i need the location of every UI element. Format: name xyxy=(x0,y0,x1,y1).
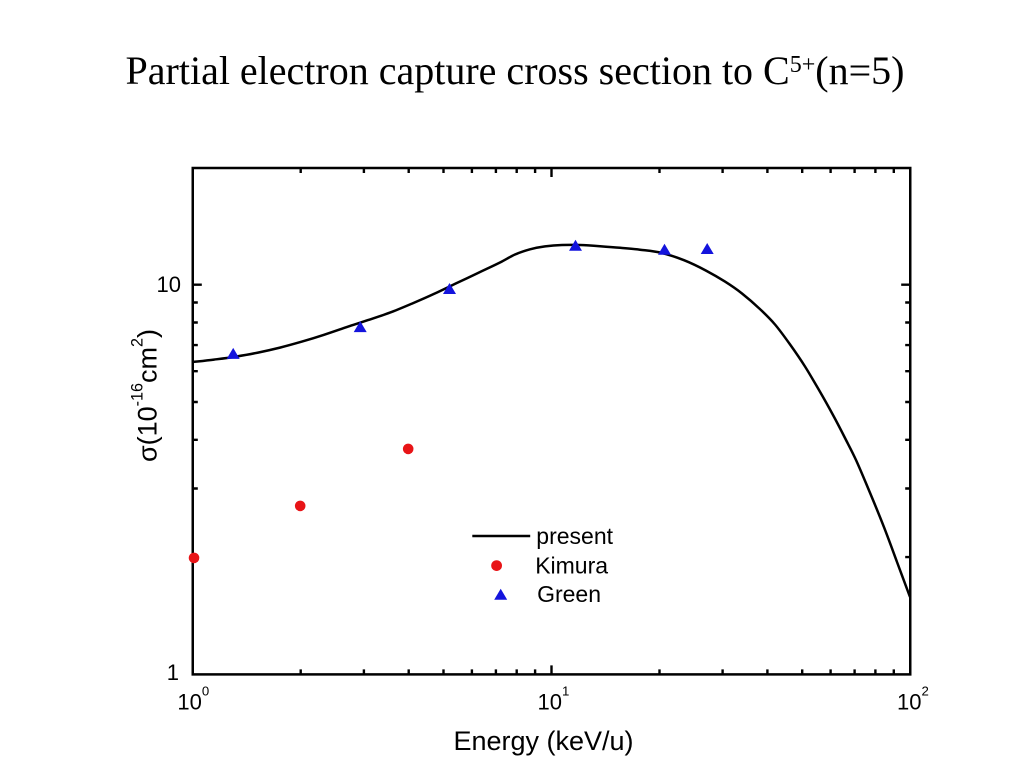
svg-text:present: present xyxy=(536,523,613,549)
svg-text:10: 10 xyxy=(157,272,181,297)
svg-text:1: 1 xyxy=(167,660,179,685)
svg-text:Kimura: Kimura xyxy=(535,553,608,579)
svg-text:Green: Green xyxy=(537,581,601,607)
svg-text:Partial electron capture cross: Partial electron capture cross section t… xyxy=(126,48,905,93)
svg-text:Energy (keV/u): Energy (keV/u) xyxy=(453,726,633,756)
